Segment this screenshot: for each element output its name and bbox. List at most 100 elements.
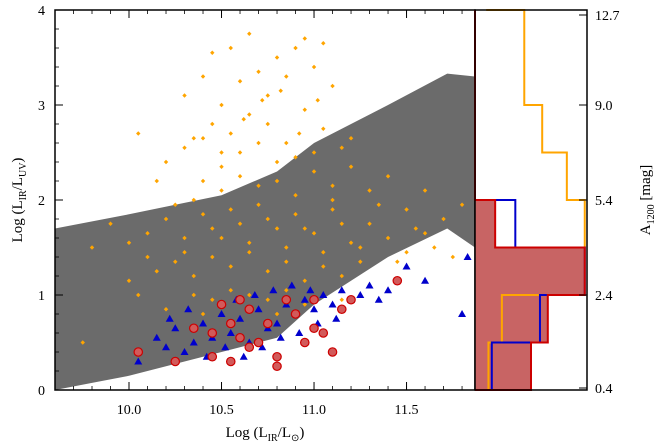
blue-triangle-point [287, 281, 296, 289]
histogram-panel: 0.4 2.4 5.4 9.0 12.7 A1200 [mag] [474, 9, 657, 397]
orange-diamond-point [241, 117, 246, 122]
blue-triangle-point [258, 343, 267, 351]
blue-triangle-point [374, 295, 383, 303]
orange-diamond-point [274, 178, 280, 184]
orange-diamond-point [284, 259, 289, 264]
blue-triangle-point [171, 324, 180, 332]
orange-diamond-point [219, 164, 224, 169]
orange-diamond-point [247, 31, 252, 36]
orange-diamond-point [219, 188, 224, 193]
blue-triangle-point [189, 338, 198, 346]
blue-triangle-point [134, 357, 143, 365]
blue-triangle-point [328, 300, 337, 308]
red-circle-point [207, 351, 218, 362]
orange-diamond-point [210, 254, 215, 260]
orange-diamond-point [284, 74, 289, 79]
orange-diamond-point [173, 202, 178, 207]
orange-diamond-point [274, 226, 280, 231]
orange-diamond-point [191, 292, 196, 298]
y-tick-label: 1 [38, 289, 45, 304]
right-axis-title: A1200 [mag] [638, 165, 657, 235]
orange-diamond-point [311, 64, 317, 70]
blue-triangle-point [273, 319, 282, 327]
orange-diamond-point [136, 131, 141, 136]
blue-triangle-point [226, 329, 235, 336]
orange-diamond-point [302, 302, 307, 307]
orange-diamond-point [293, 155, 298, 160]
orange-diamond-point [284, 288, 289, 293]
blue-triangle-point [300, 295, 309, 303]
orange-diamond-point [274, 55, 280, 60]
orange-diamond-point [191, 197, 196, 203]
orange-diamond-point [247, 250, 252, 255]
blue-triangle-point [421, 276, 430, 284]
blue-triangle-point [184, 305, 193, 313]
blue-triangle-point [310, 305, 319, 313]
x-axis-ticks: 10.0 10.5 11.0 11.5 [73, 10, 463, 418]
orange-diamond-point [163, 216, 169, 222]
x-tick-label: 11.0 [302, 403, 326, 418]
orange-diamond-point [145, 254, 150, 260]
orange-diamond-point [293, 45, 298, 51]
blue-triangle-point [152, 333, 161, 341]
blue-triangle-point [239, 352, 248, 360]
orange-diamond-point [441, 216, 446, 222]
orange-diamond-point [302, 278, 307, 283]
right-tick-label: 2.4 [595, 289, 613, 304]
red-circle-point [244, 304, 255, 315]
orange-diamond-point [311, 231, 317, 236]
orange-diamond-point [339, 297, 344, 302]
orange-diamond-point [163, 307, 169, 312]
red-circle-point [235, 294, 245, 305]
red-circle-point [262, 318, 273, 329]
red-circle-point [281, 294, 292, 305]
red-circle-point [318, 328, 329, 338]
orange-diamond-point [459, 202, 465, 207]
red-circle-point [225, 356, 236, 367]
right-tick-label: 5.4 [595, 194, 613, 209]
orange-diamond-point [108, 221, 113, 226]
orange-diamond-point [315, 98, 320, 103]
red-circle-point [290, 309, 301, 319]
orange-diamond-point [274, 159, 280, 165]
orange-diamond-point [154, 269, 159, 274]
right-tick-label: 9.0 [595, 99, 613, 114]
orange-diamond-point [302, 36, 307, 41]
blue-triangle-point [162, 343, 171, 351]
orange-diamond-point [200, 212, 206, 217]
orange-diamond-point [210, 226, 215, 231]
red-circle-point [244, 342, 255, 353]
x-tick-label: 10.5 [209, 403, 234, 418]
orange-diamond-point [311, 150, 317, 155]
blue-triangle-point [236, 314, 245, 322]
orange-diamond-point [210, 50, 215, 55]
red-circle-point [170, 356, 181, 367]
orange-diamond-point [237, 79, 243, 84]
orange-diamond-point [321, 250, 326, 255]
blue-triangle-point [356, 291, 365, 298]
blue-triangle-point [250, 291, 259, 298]
orange-diamond-point [80, 340, 85, 345]
orange-diamond-point [191, 273, 196, 279]
orange-diamond-point [302, 226, 307, 231]
red-circle-point [336, 304, 347, 315]
blue-triangle-point [276, 333, 285, 341]
blue-triangle-point [458, 310, 467, 317]
orange-diamond-point [321, 264, 326, 269]
red-circle-point [309, 294, 319, 305]
orange-diamond-point [339, 273, 344, 279]
orange-histogram [475, 9, 586, 391]
orange-diamond-point [191, 136, 196, 141]
orange-diamond-point [385, 235, 391, 241]
orange-diamond-point [339, 145, 344, 150]
orange-diamond-point [210, 121, 215, 127]
orange-diamond-point [210, 297, 215, 302]
orange-diamond-point [348, 164, 354, 169]
orange-diamond-point [321, 41, 326, 46]
orange-diamond-point [228, 288, 233, 293]
orange-diamond-point [219, 102, 224, 108]
orange-diamond-point [404, 207, 409, 212]
orange-diamond-point [367, 221, 372, 226]
red-circle-point [327, 347, 338, 357]
